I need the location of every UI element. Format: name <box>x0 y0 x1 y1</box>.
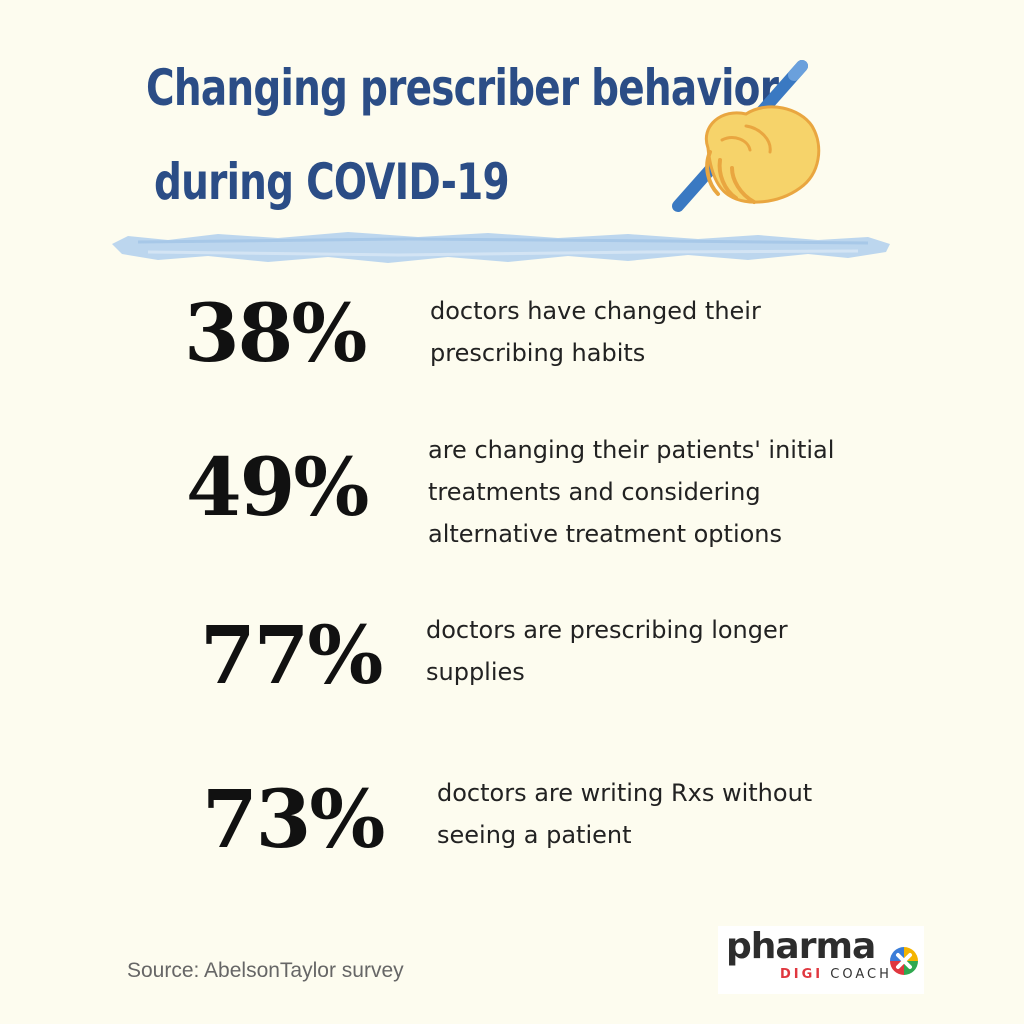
logo-wordmark: pharma <box>726 926 876 967</box>
stat-value-2: 49% <box>186 440 369 534</box>
title-line-1: Changing prescriber behavior <box>146 59 779 117</box>
writing-hand-icon <box>672 60 821 212</box>
source-note: Source: AbelsonTaylor survey <box>127 959 404 982</box>
stat-text-2: are changing their patients' initial tre… <box>428 436 835 548</box>
pharma-digi-coach-logo: pharma DIGI COACH <box>718 926 924 994</box>
title-line-2: during COVID-19 <box>154 153 510 211</box>
logo-coach-text: COACH <box>830 967 892 982</box>
stat-text-1: doctors have changed their prescribing h… <box>430 297 761 367</box>
colored-circle-x-icon <box>890 947 918 975</box>
stat-text-3: doctors are prescribing longer supplies <box>426 616 788 686</box>
title-underline-stroke <box>112 232 890 263</box>
stat-value-4: 73% <box>202 772 385 866</box>
stat-value-3: 77% <box>200 608 383 702</box>
stat-value-1: 38% <box>184 286 367 380</box>
stat-text-4: doctors are writing Rxs without seeing a… <box>437 779 813 849</box>
logo-tagline: DIGI COACH <box>780 966 892 984</box>
logo-digi-text: DIGI <box>780 967 824 982</box>
